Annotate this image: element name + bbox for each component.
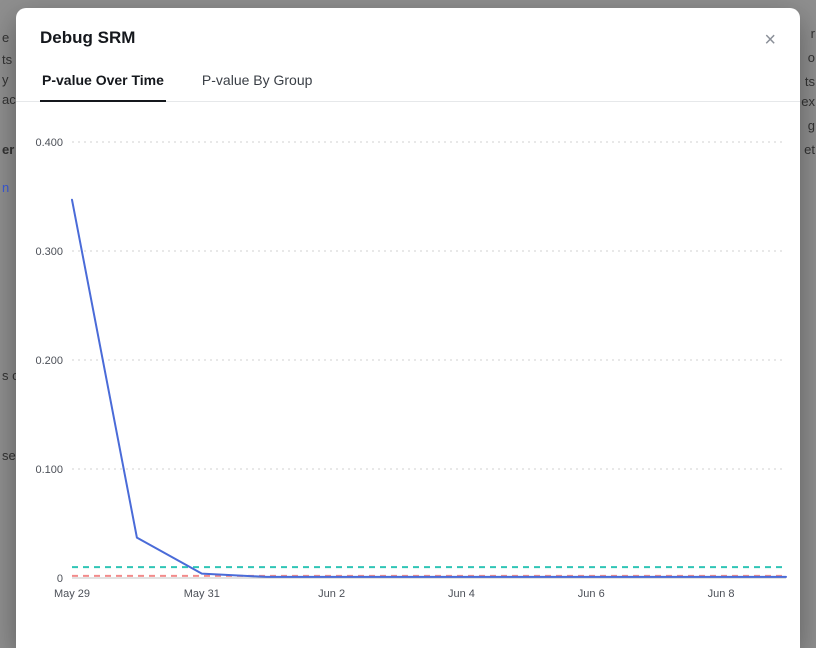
backdrop-fragment: g — [807, 118, 815, 133]
svg-text:Jun 6: Jun 6 — [578, 588, 605, 600]
backdrop-fragment: ts — [2, 52, 13, 67]
backdrop-fragment: n — [2, 180, 10, 195]
backdrop-fragment: se — [2, 448, 16, 463]
modal-title: Debug SRM — [40, 28, 136, 47]
close-icon[interactable]: × — [764, 29, 776, 51]
backdrop-fragment: s c — [2, 368, 19, 383]
svg-text:0.100: 0.100 — [35, 464, 63, 476]
svg-text:May 31: May 31 — [184, 588, 220, 600]
backdrop-fragment: ts — [804, 74, 815, 89]
tab-pvalue-over-time[interactable]: P-value Over Time — [40, 66, 166, 102]
tab-pvalue-by-group[interactable]: P-value By Group — [201, 72, 313, 88]
svg-text:Jun 2: Jun 2 — [318, 588, 345, 600]
svg-text:Jun 8: Jun 8 — [708, 588, 735, 600]
backdrop-fragment: y — [2, 72, 9, 87]
svg-text:0.400: 0.400 — [35, 137, 63, 149]
svg-text:0.300: 0.300 — [35, 246, 63, 258]
backdrop-fragment: o — [807, 50, 815, 65]
tab-bar: P-value Over Time P-value By Group — [16, 56, 800, 102]
backdrop-fragment: ex — [801, 94, 815, 109]
backdrop-fragment: et — [804, 142, 815, 157]
debug-srm-modal: Debug SRM × P-value Over Time P-value By… — [16, 8, 800, 648]
backdrop-fragment: r — [810, 26, 815, 41]
backdrop-fragment: ac — [2, 92, 16, 107]
line-chart-svg: 0 0.100 0.200 0.300 0.400 May 29 May 31 Jun 2 Ju… — [35, 137, 787, 600]
pvalue-chart: 0 0.100 0.200 0.300 0.400 May 29 May 31 Jun 2 Ju… — [16, 102, 800, 627]
svg-text:Jun 4: Jun 4 — [448, 588, 475, 600]
backdrop-fragment: e — [2, 30, 10, 45]
modal-header: Debug SRM × — [16, 8, 800, 56]
svg-text:0.200: 0.200 — [35, 355, 63, 367]
svg-text:0: 0 — [57, 573, 63, 585]
svg-text:May 29: May 29 — [54, 588, 90, 600]
backdrop-fragment: er — [2, 142, 15, 157]
